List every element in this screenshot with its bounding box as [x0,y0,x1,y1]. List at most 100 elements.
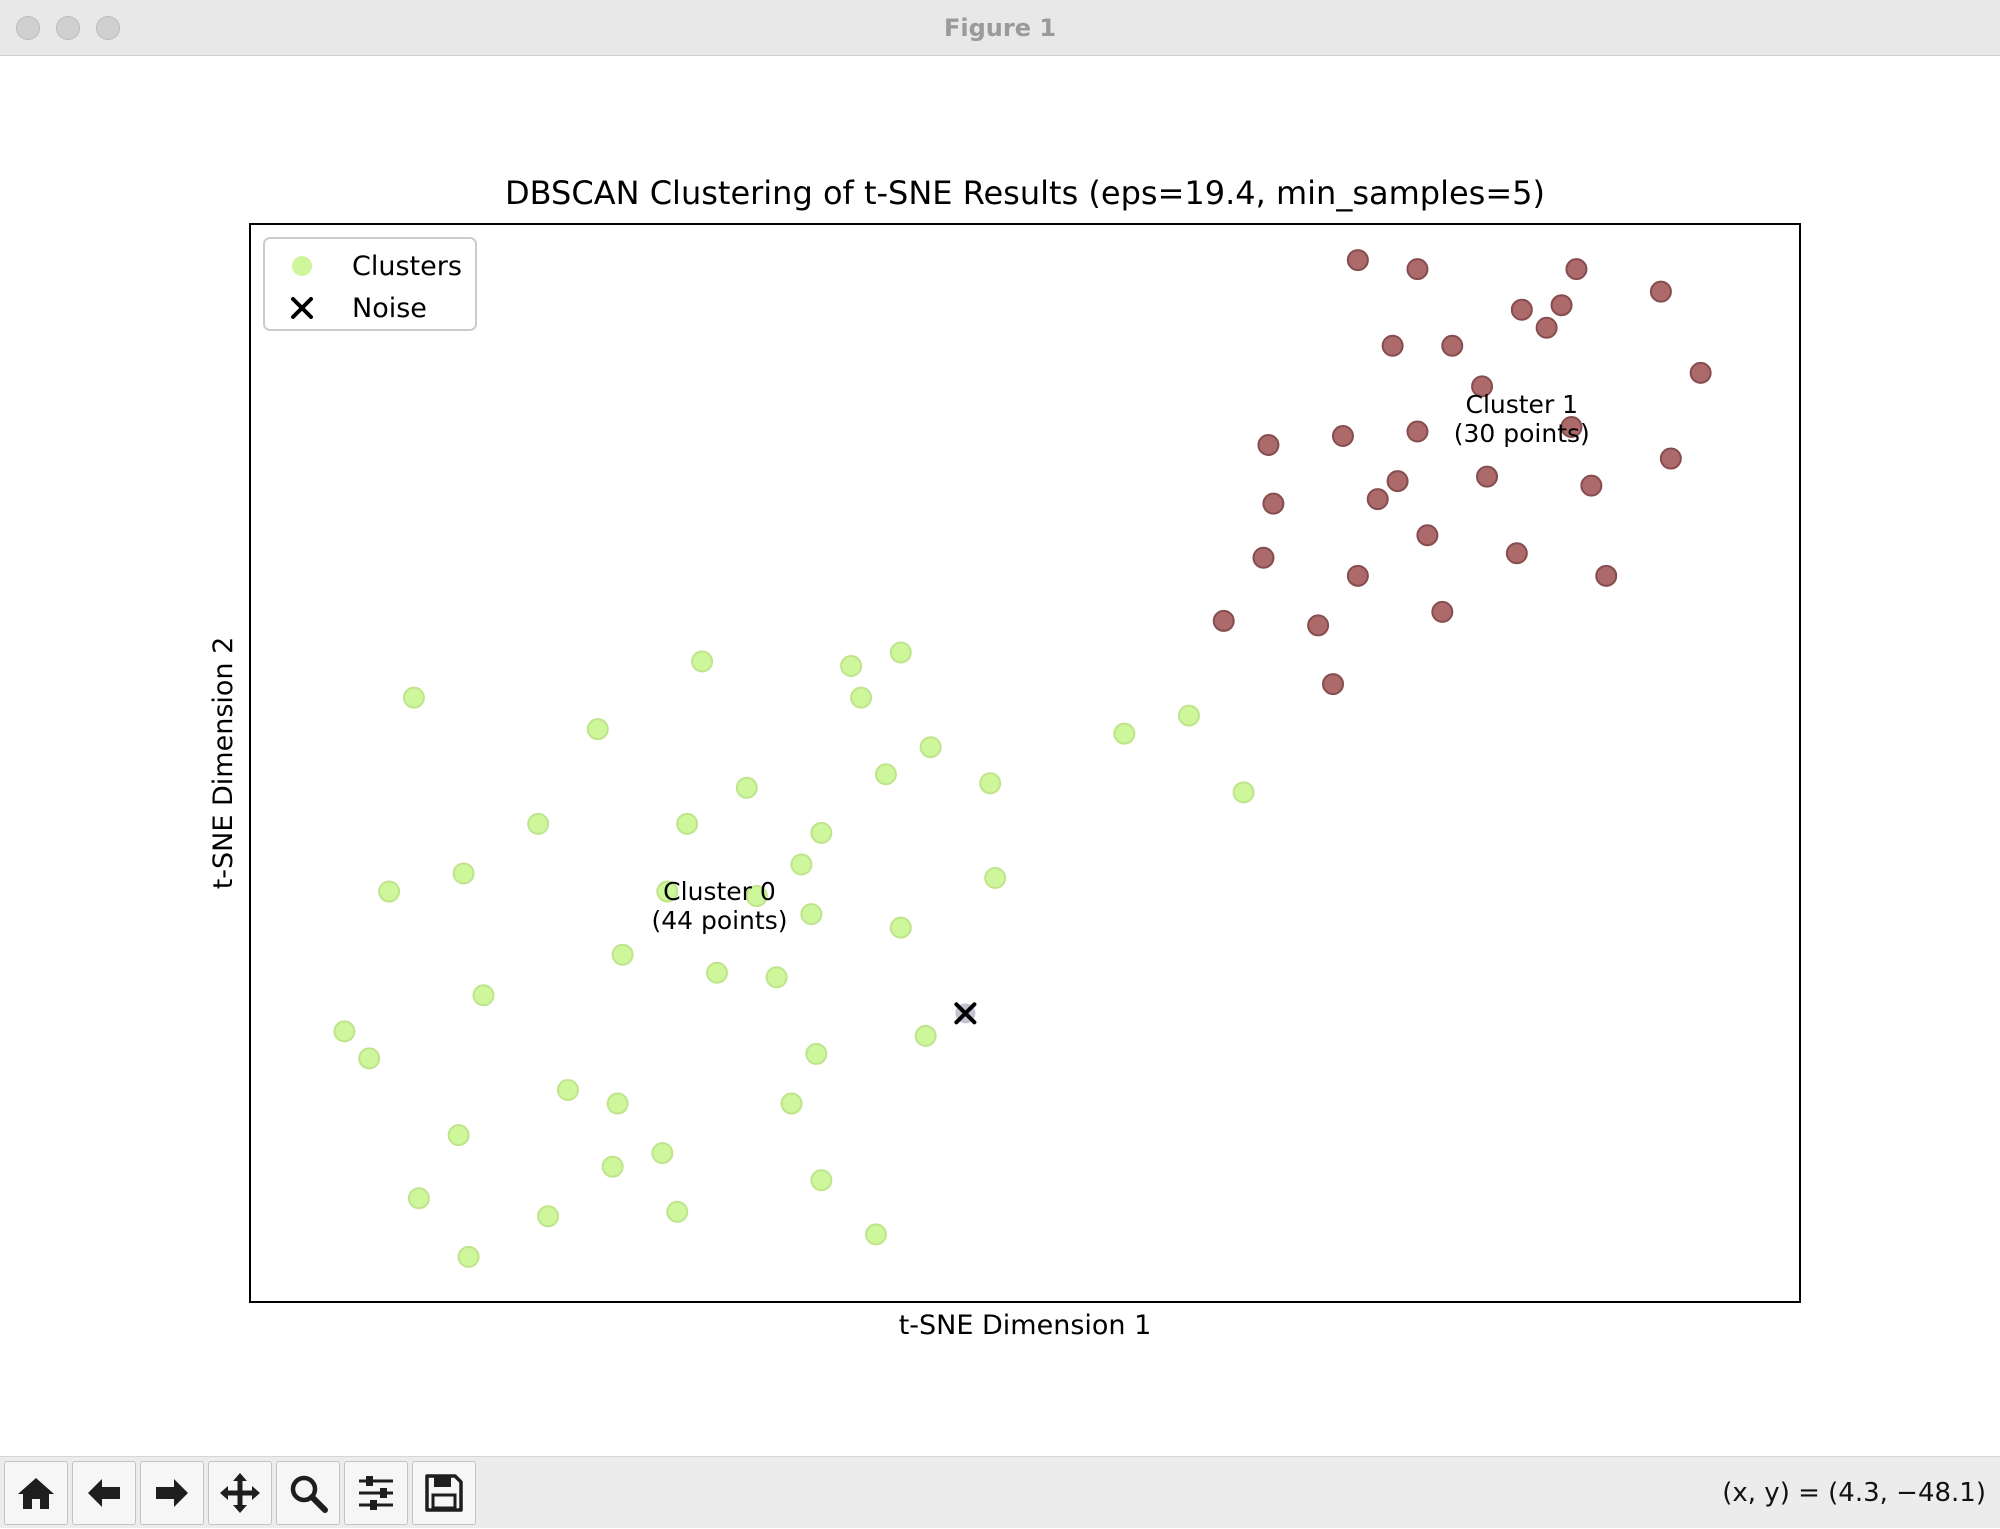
cluster-1-point [1580,474,1603,497]
cluster-1-point [1406,420,1429,443]
configure-subplots-button[interactable] [344,1461,408,1525]
cluster-0-point [745,885,768,908]
cluster-0-point [407,1187,430,1210]
cluster-1-point [1431,600,1454,623]
cluster-1-point [1366,488,1389,511]
cluster-1-point [1476,465,1499,488]
cluster-1-point [1505,542,1528,565]
cluster-0-point [919,736,942,759]
cluster-1-point [1307,614,1330,637]
cluster-0-point [537,1205,560,1228]
cluster-0-point [979,772,1002,795]
home-icon [18,1478,54,1509]
cluster-0-point [606,1092,629,1115]
cluster-1-point [1595,564,1618,587]
cluster-0-point [914,1024,937,1047]
sliders-icon [359,1476,393,1510]
legend-label: Noise [352,293,427,324]
cluster-0-point [556,1079,579,1102]
cluster-0-point [472,984,495,1007]
cluster-1-point [1565,258,1588,281]
cluster-0-point [447,1124,470,1147]
cluster-0-point [601,1155,624,1178]
cluster-0-point [691,650,714,673]
cluster-0-point [452,862,475,885]
cluster-0-point [586,718,609,741]
cluster-0-point [656,880,679,903]
window-titlebar: Figure 1 [0,0,2000,56]
cluster-0-point [666,1200,689,1223]
cluster-1-point [1331,424,1354,447]
cluster-0-point [611,943,634,966]
cluster-1-point [1212,609,1235,632]
zoom-window-button[interactable] [96,16,120,40]
cluster-0-point [805,1042,828,1065]
cluster-1-point [1346,249,1369,272]
cluster-annotation-1: Cluster 1 (30 points) [1454,390,1590,448]
cluster-1-point [1416,524,1439,547]
back-button[interactable] [72,1461,136,1525]
cluster-0-point [889,916,912,939]
window-title: Figure 1 [943,14,1057,42]
chart-title: DBSCAN Clustering of t-SNE Results (eps=… [505,174,1545,212]
cluster-0-point [780,1092,803,1115]
cluster-0-point [1232,781,1255,804]
cluster-1-point [1659,447,1682,470]
cluster-annotation-0: Cluster 0 (44 points) [651,877,787,935]
home-button[interactable] [4,1461,68,1525]
cluster-0-point [457,1245,480,1268]
arrow-right-icon [156,1479,188,1507]
move-arrows-icon [220,1473,260,1513]
zoom-button[interactable] [276,1461,340,1525]
close-window-button[interactable] [16,16,40,40]
pan-button[interactable] [208,1461,272,1525]
cluster-1-point [1550,294,1573,317]
arrow-left-icon [88,1479,120,1507]
figure-canvas[interactable]: DBSCAN Clustering of t-SNE Results (eps=… [0,56,2000,1456]
cluster-1-point [1346,564,1369,587]
cluster-1-point [1560,415,1583,438]
axes-frame [249,223,1801,1303]
cluster-1-point [1381,334,1404,357]
cluster-0-point [1113,722,1136,745]
cluster-1-point [1441,334,1464,357]
forward-button[interactable] [140,1461,204,1525]
cluster-1-point [1535,316,1558,339]
cluster-1-point [1386,470,1409,493]
cluster-1-point [1471,375,1494,398]
cluster-0-point [840,655,863,678]
cluster-1-point [1257,434,1280,457]
x-axis-label: t-SNE Dimension 1 [899,1310,1152,1341]
cursor-coordinates: (x, y) = (4.3, −48.1) [1722,1478,1986,1508]
cluster-0-point [800,903,823,926]
cluster-1-point [1262,492,1285,515]
cluster-0-point [527,812,550,835]
cluster-0-point [874,763,897,786]
save-button[interactable] [412,1461,476,1525]
cluster-0-point [333,1020,356,1043]
cluster-0-point [358,1047,381,1070]
cluster-0-point [378,880,401,903]
scatter-plot[interactable]: DBSCAN Clustering of t-SNE Results (eps=… [0,56,2000,1456]
cluster-1-point [1689,361,1712,384]
cluster-1-point [1252,546,1275,569]
minimize-window-button[interactable] [56,16,80,40]
cluster-0-point [651,1142,674,1165]
cluster-0-point [1177,704,1200,727]
cluster-0-point [705,961,728,984]
magnifier-icon [290,1475,328,1513]
noise-point [954,1002,977,1025]
cluster-0-point [850,686,873,709]
legend-clusters-marker [292,256,312,276]
cluster-0-point [790,853,813,876]
floppy-disk-icon [425,1474,463,1512]
cluster-0-point [810,821,833,844]
legend-label: Clusters [352,251,462,282]
y-axis-label: t-SNE Dimension 2 [208,637,239,890]
cluster-0-point [864,1223,887,1246]
cluster-0-point [810,1169,833,1192]
cluster-0-point [889,641,912,664]
cluster-0-point [765,966,788,989]
legend-box [263,237,477,331]
cluster-0-point [402,686,425,709]
